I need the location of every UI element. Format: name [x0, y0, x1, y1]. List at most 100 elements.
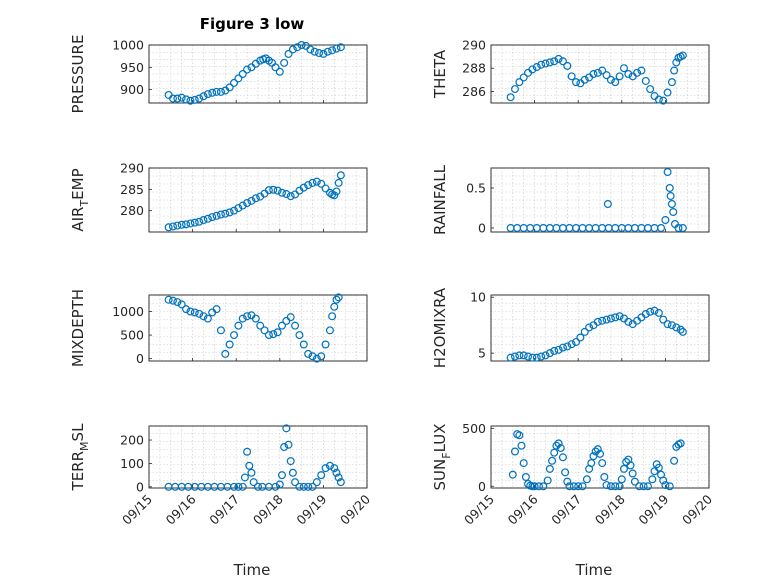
data-point — [554, 439, 563, 448]
data-point — [282, 424, 291, 433]
data-point — [578, 482, 587, 491]
data-point — [591, 447, 600, 456]
data-point — [672, 323, 681, 332]
data-point — [317, 179, 326, 188]
data-point — [312, 177, 321, 186]
data-point — [606, 75, 615, 84]
data-point — [336, 43, 345, 52]
y-tick-label: 1000 — [112, 38, 144, 53]
data-point — [177, 93, 186, 102]
data-point — [659, 476, 668, 485]
y-axis-label: THETA — [431, 49, 449, 99]
data-point — [667, 321, 676, 330]
data-point — [325, 461, 334, 470]
data-point — [563, 61, 572, 70]
data-point — [249, 478, 258, 487]
data-point — [230, 482, 239, 491]
data-point — [277, 188, 286, 197]
data-point — [164, 295, 173, 304]
data-point — [580, 327, 589, 336]
y-tick-label: 900 — [120, 82, 144, 97]
data-point — [670, 456, 679, 465]
data-point — [243, 312, 252, 321]
data-point — [168, 222, 177, 231]
data-point — [230, 206, 239, 215]
data-point — [269, 185, 278, 194]
data-point — [665, 482, 674, 491]
data-point — [561, 468, 570, 477]
data-point — [558, 343, 567, 352]
data-point — [589, 69, 598, 78]
data-point — [574, 482, 583, 491]
data-point — [317, 471, 326, 480]
data-point — [508, 470, 517, 479]
data-point — [630, 477, 639, 486]
data-point — [676, 325, 685, 334]
data-point — [330, 302, 339, 311]
data-point — [641, 310, 650, 319]
data-point — [269, 330, 278, 339]
data-point — [556, 444, 565, 453]
data-point — [284, 440, 293, 449]
data-point — [190, 218, 199, 227]
data-point — [330, 191, 339, 200]
data-point — [659, 315, 668, 324]
data-point — [190, 308, 199, 317]
data-point — [602, 315, 611, 324]
data-point — [299, 482, 308, 491]
data-point — [271, 63, 280, 72]
data-point — [238, 314, 247, 323]
data-point — [275, 480, 284, 489]
data-point — [321, 464, 330, 473]
data-point — [545, 464, 554, 473]
data-point — [315, 49, 324, 58]
data-point — [247, 196, 256, 205]
data-point — [173, 298, 182, 307]
data-point — [659, 96, 668, 105]
data-point — [325, 326, 334, 335]
data-point — [212, 87, 221, 96]
x-tick-label: 09/15 — [461, 492, 497, 528]
data-point — [332, 44, 341, 53]
data-point — [643, 482, 652, 491]
data-point — [554, 54, 563, 63]
data-point — [173, 221, 182, 230]
subplot-air_temp: 280 285 290 AIRTEMP — [69, 161, 368, 233]
data-point — [615, 482, 624, 491]
data-point — [667, 200, 676, 209]
data-point — [666, 192, 675, 201]
data-point — [195, 309, 204, 318]
data-point — [306, 45, 315, 54]
data-point — [674, 224, 683, 233]
y-axis-label: SUNFLUX — [431, 424, 453, 491]
data-point — [238, 201, 247, 210]
data-point — [646, 307, 655, 316]
data-point — [334, 178, 343, 187]
data-point — [234, 482, 243, 491]
data-point — [587, 459, 596, 468]
data-point — [277, 471, 286, 480]
data-point — [238, 69, 247, 78]
axes-frame — [148, 44, 368, 104]
data-point — [617, 475, 626, 484]
y-axis-label: RAINFALL — [431, 164, 449, 235]
data-point — [678, 327, 687, 336]
axes-frame — [490, 425, 710, 489]
data-point — [550, 448, 559, 457]
data-point — [199, 216, 208, 225]
subplot-mixdepth: 0 500 1000 MIXDEPTH — [69, 289, 368, 367]
data-point — [657, 224, 666, 233]
data-point — [582, 475, 591, 484]
data-point — [304, 181, 313, 190]
x-tick-label: 09/18 — [592, 491, 628, 527]
y-tick-label: 0 — [136, 479, 144, 494]
data-point — [593, 68, 602, 77]
x-tick-label: 09/18 — [250, 491, 286, 527]
data-point — [254, 482, 263, 491]
data-point — [328, 46, 337, 55]
data-point — [182, 305, 191, 314]
data-point — [177, 220, 186, 229]
data-point — [663, 168, 672, 177]
data-point — [602, 71, 611, 80]
data-point — [572, 337, 581, 346]
